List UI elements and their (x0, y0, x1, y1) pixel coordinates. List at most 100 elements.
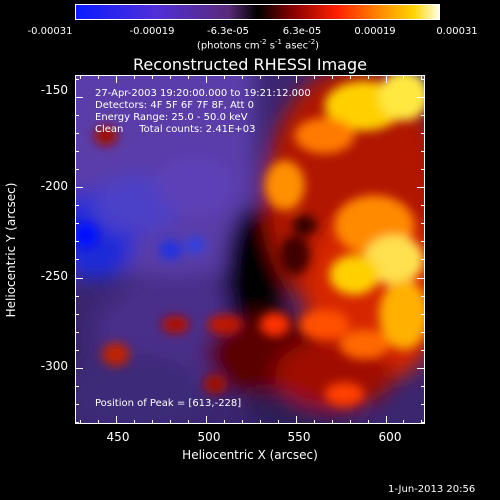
y-tick-mark (75, 187, 83, 189)
y-axis-label-text: Heliocentric Y (arcsec) (4, 182, 18, 318)
y-tick-mark (421, 241, 425, 243)
colorbar-tick-label: -0.00019 (129, 26, 175, 37)
x-tick-mark (241, 75, 243, 79)
x-tick-label: 450 (106, 430, 130, 444)
y-tick-mark (421, 132, 425, 134)
x-tick-mark (349, 75, 351, 79)
x-axis-label: Heliocentric X (arcsec) (182, 448, 318, 462)
x-tick-mark (98, 420, 100, 424)
y-tick-mark (421, 169, 425, 171)
units-text: s (266, 40, 276, 52)
y-tick-label: -300 (40, 359, 68, 373)
y-tick-mark (421, 404, 425, 406)
x-tick-mark (349, 420, 351, 424)
x-tick-mark (331, 75, 333, 79)
y-tick-label: -200 (40, 179, 68, 193)
x-tick-mark (295, 416, 297, 424)
y-tick-mark (75, 78, 79, 80)
y-tick-mark (75, 241, 79, 243)
x-tick-label: 550 (287, 430, 311, 444)
energy-range-text: Energy Range: 25.0 - 50.0 keV (95, 112, 248, 123)
colorbar-tick-label: 0.00019 (354, 26, 396, 37)
y-tick-mark (75, 313, 79, 315)
x-tick-label: 600 (378, 430, 402, 444)
y-tick-mark (75, 367, 83, 369)
x-tick-mark (259, 75, 261, 79)
detectors-text: Detectors: 4F 5F 6F 7F 8F, Att 0 (95, 100, 255, 111)
clean-counts-text: Clean Total counts: 2.41E+03 (95, 124, 256, 135)
x-tick-mark (206, 416, 208, 424)
x-tick-mark (170, 420, 172, 424)
time-range-text: 27-Apr-2003 19:20:00.000 to 19:21:12.000 (95, 88, 311, 99)
colorbar-tick-label: 0.00031 (436, 26, 478, 37)
y-tick-mark (75, 132, 79, 134)
x-tick-mark (116, 75, 118, 83)
y-tick-mark (75, 150, 79, 152)
x-tick-mark (421, 420, 423, 424)
peak-position-text: Position of Peak = [613,-228] (95, 398, 242, 409)
units-text: asec (282, 40, 309, 52)
colorbar (75, 4, 440, 20)
y-tick-mark (75, 223, 79, 225)
y-tick-mark (75, 422, 79, 424)
x-tick-mark (313, 75, 315, 79)
y-tick-mark (75, 169, 79, 171)
y-tick-mark (421, 422, 425, 424)
y-tick-mark (421, 205, 425, 207)
x-tick-mark (134, 75, 136, 79)
y-tick-mark (421, 114, 425, 116)
y-tick-mark (421, 295, 425, 297)
x-tick-mark (313, 420, 315, 424)
y-tick-mark (421, 150, 425, 152)
y-tick-mark (75, 259, 79, 261)
x-tick-mark (421, 75, 423, 79)
y-tick-mark (75, 205, 79, 207)
x-tick-mark (188, 420, 190, 424)
y-tick-mark (75, 386, 79, 388)
y-tick-label: -250 (40, 269, 68, 283)
x-tick-mark (385, 75, 387, 83)
colorbar-tick-label: -6.3e-05 (207, 26, 249, 37)
x-tick-mark (403, 420, 405, 424)
y-tick-mark (421, 223, 425, 225)
x-tick-mark (80, 420, 82, 424)
y-tick-mark (417, 367, 425, 369)
units-text: (photons cm (196, 40, 260, 52)
x-tick-mark (367, 75, 369, 79)
x-tick-mark (188, 75, 190, 79)
x-tick-mark (277, 420, 279, 424)
y-tick-mark (75, 404, 79, 406)
y-tick-mark (417, 277, 425, 279)
y-tick-mark (421, 349, 425, 351)
y-tick-mark (75, 331, 79, 333)
x-tick-label: 500 (197, 430, 221, 444)
colorbar-units: (photons cm-2 s-1 asec-2) (197, 38, 319, 51)
x-tick-mark (295, 75, 297, 83)
x-tick-mark (241, 420, 243, 424)
y-axis-label: Heliocentric Y (arcsec) (4, 115, 18, 318)
x-tick-mark (259, 420, 261, 424)
heatmap-image (75, 75, 425, 424)
x-tick-mark (223, 75, 225, 79)
units-exponent: -1 (275, 38, 283, 46)
x-tick-mark (80, 75, 82, 79)
x-tick-mark (223, 420, 225, 424)
y-tick-mark (75, 277, 83, 279)
y-tick-mark (421, 313, 425, 315)
x-tick-mark (152, 420, 154, 424)
x-tick-mark (206, 75, 208, 83)
y-tick-mark (75, 295, 79, 297)
y-tick-mark (421, 259, 425, 261)
y-tick-mark (75, 349, 79, 351)
x-tick-mark (367, 420, 369, 424)
y-tick-mark (421, 331, 425, 333)
x-tick-mark (277, 75, 279, 79)
y-tick-mark (421, 78, 425, 80)
x-tick-mark (403, 75, 405, 79)
chart-title: Reconstructed RHESSI Image (133, 55, 367, 74)
units-text: ) (315, 40, 320, 52)
x-tick-mark (385, 416, 387, 424)
y-tick-mark (75, 114, 79, 116)
y-tick-label: -150 (40, 83, 68, 97)
x-tick-mark (331, 420, 333, 424)
